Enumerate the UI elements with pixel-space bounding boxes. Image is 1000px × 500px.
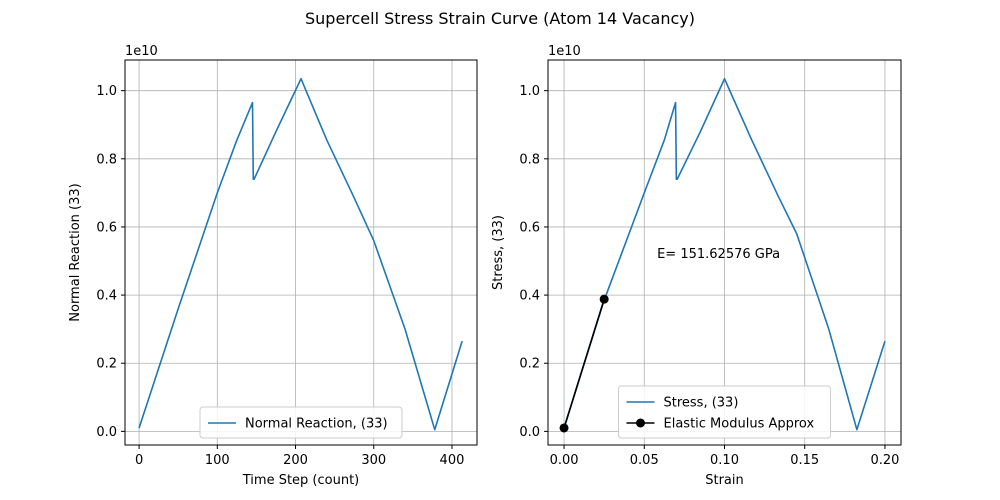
legend-box <box>199 406 403 439</box>
legend-box <box>618 385 831 439</box>
y-tick-label: 0.6 <box>96 220 117 235</box>
figure-title: Supercell Stress Strain Curve (Atom 14 V… <box>305 9 695 28</box>
series-line <box>563 298 605 429</box>
x-tick-label: 0.05 <box>630 453 659 468</box>
plot-frame <box>547 59 902 446</box>
x-tick-label: 400 <box>440 453 465 468</box>
y-tick-label: 1.0 <box>96 84 117 99</box>
y-offset-label: 1e10 <box>125 44 158 59</box>
y-axis-label: Normal Reaction (33) <box>68 183 83 321</box>
series-line <box>138 77 463 431</box>
x-tick-label: 200 <box>283 453 308 468</box>
legend-label: Elastic Modulus Approx <box>664 417 815 432</box>
y-tick-label: 0.2 <box>519 357 540 372</box>
series-line <box>563 77 886 431</box>
y-tick-label: 1.0 <box>519 84 540 99</box>
y-tick-label: 0.0 <box>519 425 540 440</box>
x-tick-label: 0.20 <box>870 453 899 468</box>
elastic-modulus-annotation: E= 151.62576 GPa <box>657 247 780 262</box>
legend-label: Normal Reaction, (33) <box>245 417 388 432</box>
x-tick-label: 0 <box>135 453 143 468</box>
left-chart-panel: 0 100 200 300 400 0.0 0.2 0.4 0.6 0.8 1.0 1e10 Time … <box>68 44 478 488</box>
y-offset-label: 1e10 <box>548 44 581 59</box>
legend-label: Stress, (33) <box>664 396 739 411</box>
y-tick-label: 0.4 <box>96 289 117 304</box>
x-axis-label: Strain <box>705 473 744 488</box>
right-chart-panel: 0.00 0.05 0.10 0.15 0.20 0.0 0.2 0.4 0.6 0.8 1.0 1e… <box>491 44 902 488</box>
y-tick-label: 0.2 <box>96 357 117 372</box>
plot-frame <box>124 59 478 446</box>
x-tick-label: 0.00 <box>550 453 579 468</box>
series-marker <box>559 423 569 433</box>
x-tick-label: 0.10 <box>710 453 739 468</box>
y-axis-label: Stress, (33) <box>491 215 506 290</box>
x-tick-label: 100 <box>205 453 230 468</box>
x-tick-label: 300 <box>361 453 386 468</box>
y-tick-label: 0.6 <box>519 220 540 235</box>
y-tick-label: 0.8 <box>519 152 540 167</box>
legend-marker <box>636 418 645 428</box>
y-tick-label: 0.0 <box>96 425 117 440</box>
x-axis-label: Time Step (count) <box>242 473 360 488</box>
y-tick-label: 0.4 <box>519 289 540 304</box>
x-tick-label: 0.15 <box>790 453 819 468</box>
series-marker <box>599 294 609 304</box>
y-tick-label: 0.8 <box>96 152 117 167</box>
